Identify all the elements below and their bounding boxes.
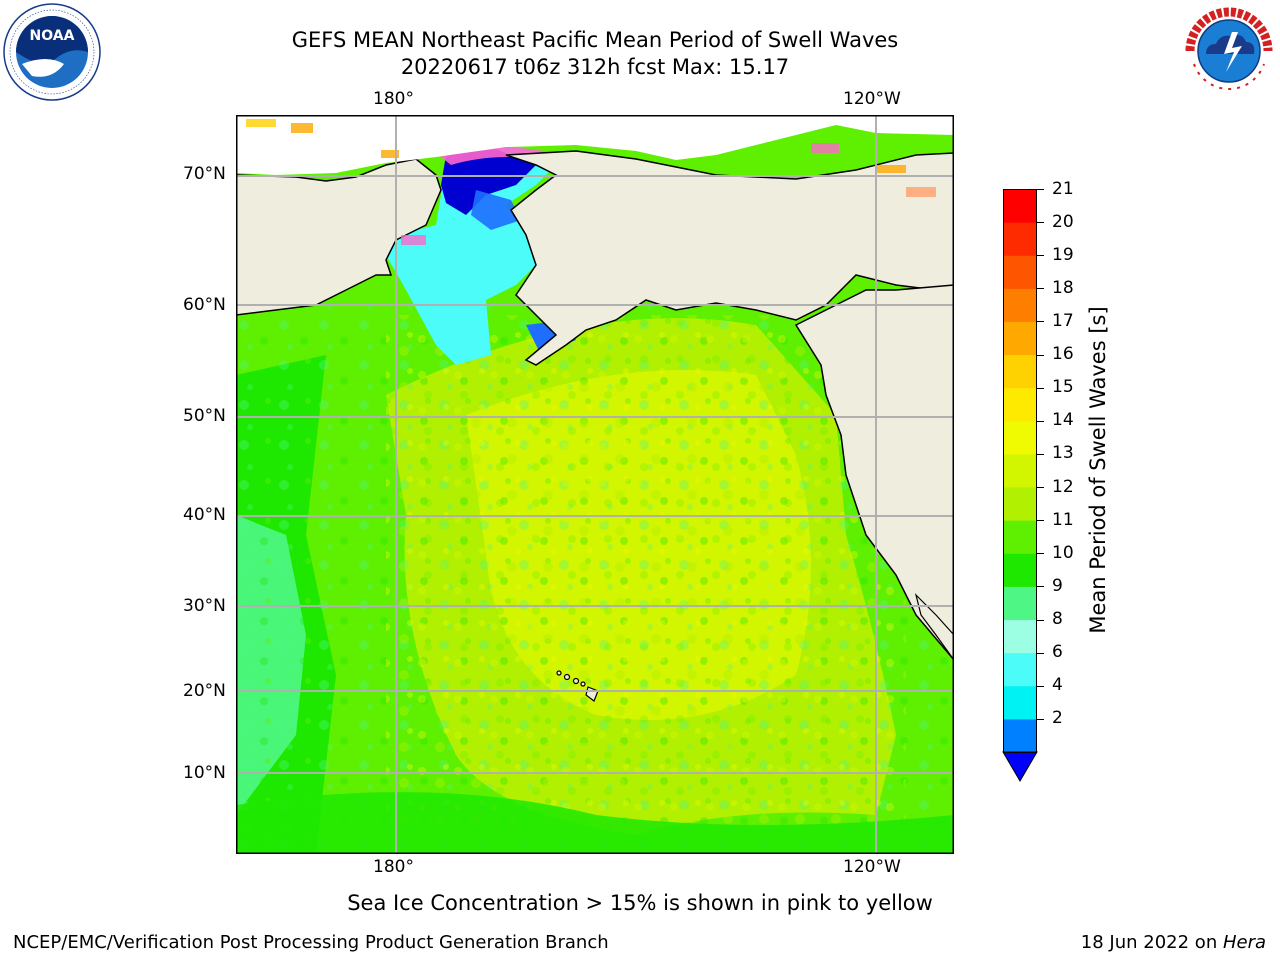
lat-label-70n: 70°N (183, 164, 226, 184)
colorbar-tick-label: 17 (1052, 310, 1074, 331)
colorbar-extend-arrow (1002, 751, 1038, 782)
colorbar-tick-label: 16 (1052, 344, 1074, 365)
colorbar-tick-mark (1037, 586, 1044, 588)
colorbar-band (1003, 355, 1037, 389)
colorbar-band (1003, 189, 1037, 224)
nws-logo (1182, 4, 1276, 98)
colorbar-band (1003, 620, 1037, 654)
colorbar-tick-label: 11 (1052, 509, 1074, 530)
colorbar-tick-mark (1037, 553, 1044, 555)
colorbar-tick-mark (1037, 487, 1044, 489)
lat-label-20n: 20°N (183, 681, 226, 701)
colorbar-tick-mark (1037, 255, 1044, 257)
colorbar-tick-label: 21 (1052, 178, 1074, 199)
colorbar-band (1003, 388, 1037, 422)
colorbar-tick-mark (1037, 288, 1044, 290)
map-title: GEFS MEAN Northeast Pacific Mean Period … (291, 28, 899, 52)
colorbar-tick-label: 20 (1052, 211, 1074, 232)
colorbar-tick-label: 4 (1052, 675, 1063, 696)
colorbar-tick-mark (1037, 453, 1044, 455)
swell-arctic-blue (441, 149, 536, 215)
colorbar-band (1003, 686, 1037, 720)
colorbar-tick-mark (1037, 189, 1044, 190)
colorbar-tick-label: 2 (1052, 708, 1063, 729)
colorbar (1002, 189, 1038, 782)
colorbar-tick-mark (1037, 718, 1044, 720)
colorbar-band (1003, 255, 1037, 290)
footer-host: Hera (1222, 932, 1266, 953)
colorbar-tick-mark (1037, 652, 1044, 654)
map-panel (236, 115, 954, 854)
colorbar-band (1003, 321, 1037, 356)
colorbar-tick-mark (1037, 222, 1044, 224)
lat-label-60n: 60°N (183, 295, 226, 315)
colorbar-band (1003, 421, 1037, 455)
sea-ice-patches (246, 119, 936, 245)
colorbar-tick-label: 18 (1052, 277, 1074, 298)
colorbar-tick-label: 19 (1052, 244, 1074, 265)
colorbar-tick-mark (1037, 520, 1044, 522)
lat-label-40n: 40°N (183, 505, 226, 525)
footer-credit: NCEP/EMC/Verification Post Processing Pr… (13, 932, 609, 953)
colorbar-tick-mark (1037, 685, 1044, 687)
colorbar-band (1003, 520, 1037, 555)
colorbar-band (1003, 719, 1037, 753)
lat-label-10n: 10°N (183, 763, 226, 783)
colorbar-tick-mark (1037, 387, 1044, 389)
swell-band-south (236, 792, 954, 854)
colorbar-band (1003, 586, 1037, 621)
lon-label-bottom-180: 180° (373, 857, 414, 877)
lon-label-top-180: 180° (373, 89, 414, 109)
colorbar-band (1003, 553, 1037, 588)
colorbar-band (1003, 454, 1037, 489)
footer-date: 18 Jun 2022 on Hera (1080, 932, 1266, 953)
colorbar-label: Mean Period of Swell Waves [s] (1086, 306, 1110, 634)
colorbar-tick-label: 12 (1052, 476, 1074, 497)
svg-text:NOAA: NOAA (30, 28, 75, 44)
lat-label-30n: 30°N (183, 596, 226, 616)
colorbar-band (1003, 222, 1037, 257)
colorbar-band (1003, 487, 1037, 522)
colorbar-band (1003, 653, 1037, 687)
colorbar-tick-label: 6 (1052, 642, 1063, 663)
gridlines (236, 115, 954, 854)
colorbar-tick-label: 8 (1052, 609, 1063, 630)
colorbar-tick-label: 10 (1052, 542, 1074, 563)
sea-ice-caption: Sea Ice Concentration > 15% is shown in … (347, 891, 933, 915)
colorbar-tick-label: 15 (1052, 377, 1074, 398)
colorbar-tick-mark (1037, 354, 1044, 356)
noaa-logo: NOAA (3, 3, 101, 101)
map-subtitle: 20220617 t06z 312h fcst Max: 15.17 (400, 55, 790, 79)
colorbar-tick-mark (1037, 619, 1044, 621)
lon-label-top-120w: 120°W (843, 89, 901, 109)
lon-label-bottom-120w: 120°W (843, 857, 901, 877)
map-frame (236, 115, 954, 854)
colorbar-tick-label: 9 (1052, 575, 1063, 596)
colorbar-tick-mark (1037, 321, 1044, 323)
colorbar-band (1003, 288, 1037, 323)
lat-label-50n: 50°N (183, 406, 226, 426)
swell-arctic-cyan (386, 145, 566, 365)
colorbar-tick-label: 14 (1052, 410, 1074, 431)
colorbar-tick-label: 13 (1052, 443, 1074, 464)
colorbar-tick-mark (1037, 420, 1044, 422)
